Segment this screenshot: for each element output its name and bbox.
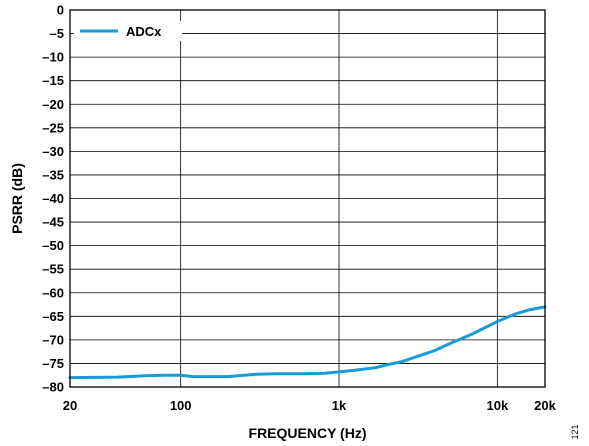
y-axis-ticks: 0 –5 –10 –15 –20 –25 –30 –35 –40 –45 –50 –55 –60 –65 –…	[42, 3, 64, 395]
y-tick-label: –20	[42, 97, 64, 112]
series-lines	[68, 305, 547, 380]
figure-id: 121	[570, 424, 580, 439]
y-tick-label: –10	[42, 50, 64, 65]
legend-box	[74, 21, 182, 41]
y-tick-label: –50	[42, 238, 64, 253]
x-tick-label: 20	[63, 398, 77, 413]
y-axis-title: PSRR (dB)	[9, 163, 25, 234]
y-tick-label: 0	[57, 3, 64, 18]
y-tick-label: –25	[42, 120, 64, 135]
y-tick-label: –30	[42, 144, 64, 159]
y-tick-label: –75	[42, 356, 64, 371]
y-tick-label: –80	[42, 380, 64, 395]
y-tick-label: –70	[42, 332, 64, 347]
y-tick-label: –5	[50, 26, 64, 41]
legend-label-adcx: ADCx	[126, 24, 162, 39]
x-tick-label: 100	[170, 398, 192, 413]
x-axis-title: FREQUENCY (Hz)	[249, 425, 367, 441]
x-tick-label: 1k	[332, 398, 347, 413]
y-tick-label: –65	[42, 309, 64, 324]
grid	[70, 9, 545, 388]
y-tick-label: –15	[42, 73, 64, 88]
y-tick-label: –60	[42, 285, 64, 300]
y-tick-label: –35	[42, 167, 64, 182]
y-tick-label: –40	[42, 191, 64, 206]
x-tick-label: 10k	[486, 398, 508, 413]
y-tick-label: –45	[42, 215, 64, 230]
x-tick-label: 20k	[534, 398, 556, 413]
y-tick-label: –55	[42, 262, 64, 277]
plot-frame	[69, 9, 546, 388]
legend: ADCx	[74, 21, 182, 41]
x-axis-ticks: 20 100 1k 10k 20k	[63, 398, 557, 413]
series-line-adcx	[68, 305, 547, 380]
